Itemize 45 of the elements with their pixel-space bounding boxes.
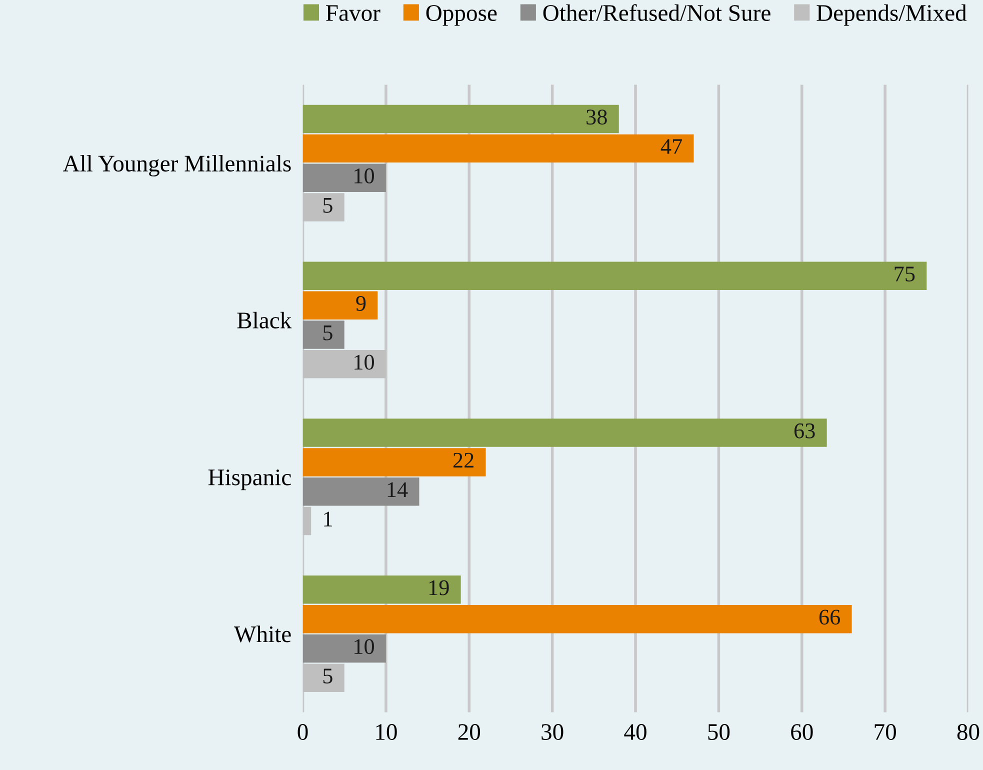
x-tick-label: 70 <box>874 724 896 740</box>
data-label: 63 <box>794 423 815 438</box>
legend-label: Oppose <box>426 5 497 26</box>
bar <box>302 134 694 163</box>
y-tick-label: Hispanic <box>208 469 291 490</box>
x-tick-label: 80 <box>957 724 980 740</box>
x-tick-label: 50 <box>708 724 730 740</box>
bar <box>302 576 461 604</box>
x-tick-label: 20 <box>458 724 480 740</box>
y-tick-label: Black <box>237 312 292 328</box>
bar <box>302 604 852 634</box>
data-label: 19 <box>429 580 449 596</box>
bar <box>302 164 386 192</box>
data-label: 22 <box>453 452 474 468</box>
data-label: 5 <box>323 668 332 684</box>
legend-label: Other/Refused/Not Sure <box>543 4 770 21</box>
x-tick-label: 10 <box>376 724 397 740</box>
bar <box>302 478 420 506</box>
legend-label: Favor <box>326 5 380 21</box>
x-tick-label: 0 <box>298 724 308 740</box>
data-label: 47 <box>660 139 682 154</box>
y-tick-label: White <box>234 626 291 642</box>
bar <box>302 291 378 320</box>
y-tick-label: All Younger Millennials <box>62 154 291 176</box>
data-label: 5 <box>323 326 332 340</box>
bar <box>302 448 486 476</box>
data-label: 75 <box>894 266 915 282</box>
x-tick-label: 60 <box>791 724 813 740</box>
x-tick-label: 30 <box>542 724 564 740</box>
data-label: 10 <box>354 168 374 184</box>
data-label: 9 <box>356 296 366 311</box>
bar <box>302 634 386 663</box>
data-label: 10 <box>354 639 374 654</box>
bar <box>302 104 619 134</box>
data-label: 14 <box>388 482 408 497</box>
bar <box>302 418 827 447</box>
data-label: 5 <box>323 198 332 213</box>
data-label: 38 <box>586 110 607 125</box>
data-label: 10 <box>354 354 374 370</box>
bar <box>302 262 927 290</box>
data-label: 66 <box>819 610 840 625</box>
bar <box>302 320 344 349</box>
legend-label: Depends/Mixed <box>816 4 967 26</box>
x-tick-label: 40 <box>624 724 646 740</box>
data-label: 1 <box>324 512 332 526</box>
